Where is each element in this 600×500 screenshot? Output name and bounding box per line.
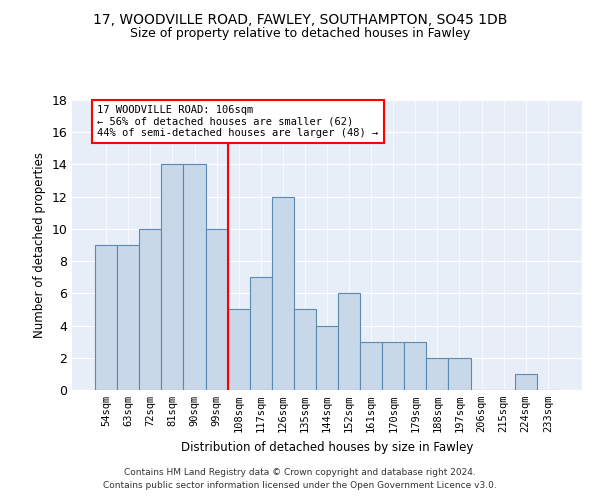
Bar (316, 326, 338, 390)
Bar (448, 358, 470, 390)
Bar (161, 164, 184, 390)
Bar (382, 342, 404, 390)
Bar (184, 164, 206, 390)
Y-axis label: Number of detached properties: Number of detached properties (33, 152, 46, 338)
Text: Size of property relative to detached houses in Fawley: Size of property relative to detached ho… (130, 28, 470, 40)
Bar (272, 196, 294, 390)
Text: 17, WOODVILLE ROAD, FAWLEY, SOUTHAMPTON, SO45 1DB: 17, WOODVILLE ROAD, FAWLEY, SOUTHAMPTON,… (93, 12, 507, 26)
Bar (250, 277, 272, 390)
X-axis label: Distribution of detached houses by size in Fawley: Distribution of detached houses by size … (181, 440, 473, 454)
Text: Contains HM Land Registry data © Crown copyright and database right 2024.: Contains HM Land Registry data © Crown c… (124, 468, 476, 477)
Bar (227, 310, 250, 390)
Bar (206, 229, 227, 390)
Text: Contains public sector information licensed under the Open Government Licence v3: Contains public sector information licen… (103, 480, 497, 490)
Bar (360, 342, 382, 390)
Bar (338, 294, 360, 390)
Bar (139, 229, 161, 390)
Bar (427, 358, 448, 390)
Bar (95, 245, 117, 390)
Bar (294, 310, 316, 390)
Text: 17 WOODVILLE ROAD: 106sqm
← 56% of detached houses are smaller (62)
44% of semi-: 17 WOODVILLE ROAD: 106sqm ← 56% of detac… (97, 105, 379, 138)
Bar (117, 245, 139, 390)
Bar (515, 374, 537, 390)
Bar (404, 342, 427, 390)
